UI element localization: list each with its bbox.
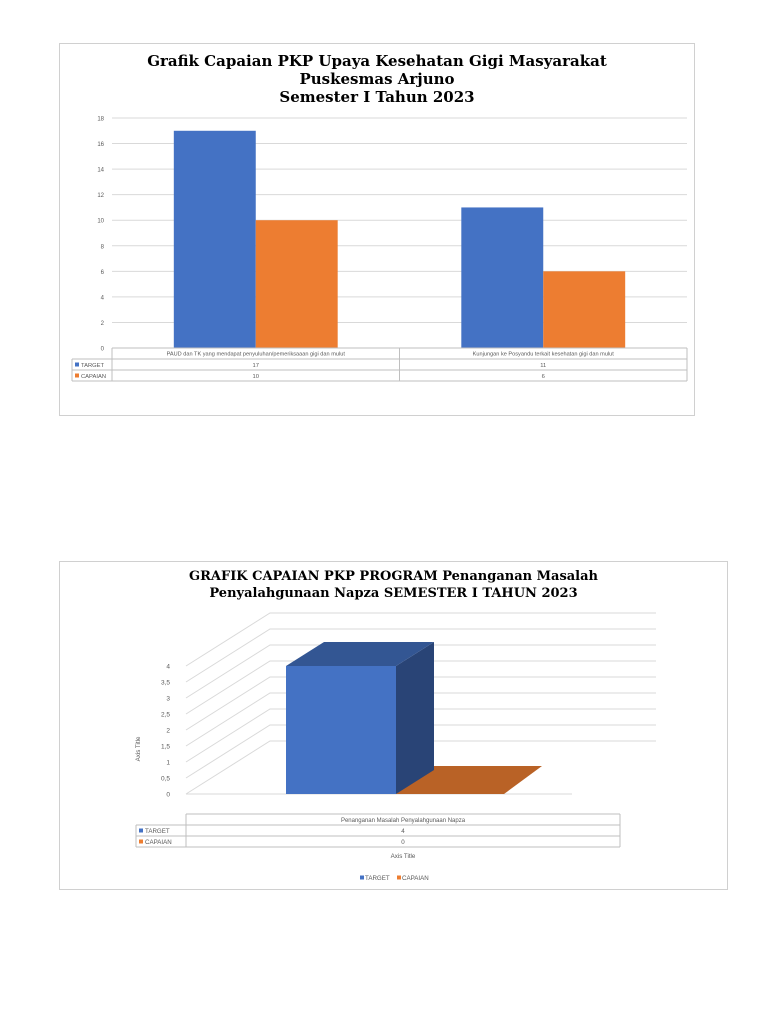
y-tick-label: 12 xyxy=(97,193,104,199)
gridline xyxy=(185,628,656,683)
chart-pkp-napza: GRAFIK CAPAIAN PKP PROGRAM Penanganan Ma… xyxy=(59,561,728,890)
table-value: 4 xyxy=(401,828,405,835)
y-tick-label: 0 xyxy=(166,792,170,799)
chart-title-line: Grafik Capaian PKP Upaya Kesehatan Gigi … xyxy=(147,52,607,70)
legend-label: TARGET xyxy=(365,875,390,882)
category-label: Kunjungan ke Posyandu terkait kesehatan … xyxy=(473,352,615,358)
table-value: 11 xyxy=(540,363,546,369)
chart-title-line: Semester I Tahun 2023 xyxy=(279,88,475,106)
category-label: PAUD dan TK yang mendapat penyuluhan/pem… xyxy=(167,352,346,358)
chart-title-line: Puskesmas Arjuno xyxy=(299,70,455,88)
bar-capaian xyxy=(543,271,626,348)
chart-pkp-gigi: Grafik Capaian PKP Upaya Kesehatan Gigi … xyxy=(59,43,695,416)
y-tick-label: 4 xyxy=(101,295,105,301)
y-tick-label: 6 xyxy=(101,270,105,276)
bar-target xyxy=(286,666,396,794)
chart-plot-area: 0 0,5 1 1,5 2 2,5 3 3,5 4 Penanganan Masalah Peny… xyxy=(135,612,656,882)
legend-key-target xyxy=(360,875,364,880)
series-label: TARGET xyxy=(145,828,170,835)
y-tick-label: 2 xyxy=(101,321,105,327)
chart-title: Grafik Capaian PKP Upaya Kesehatan Gigi … xyxy=(60,52,694,106)
gridline xyxy=(185,724,656,779)
series-label: CAPAIAN xyxy=(145,839,172,846)
y-tick-label: 1 xyxy=(166,760,170,767)
series-label: TARGET xyxy=(81,363,105,369)
y-tick-label: 0,5 xyxy=(161,776,170,783)
legend-key-capaian xyxy=(139,839,143,844)
table-value: 6 xyxy=(542,374,545,380)
bar-capaian xyxy=(255,220,338,348)
x-axis-title: Axis Title xyxy=(391,853,416,860)
legend-key-capaian xyxy=(397,875,401,880)
legend-key-target xyxy=(139,828,143,833)
gridline xyxy=(185,612,656,667)
legend-key-target xyxy=(75,362,79,367)
gridline xyxy=(185,692,656,747)
category-label: Penanganan Masalah Penyalahgunaan Napza xyxy=(341,818,466,824)
bar-target-top xyxy=(286,642,434,666)
bar-target-side xyxy=(396,642,434,794)
y-tick-label: 10 xyxy=(97,219,104,225)
chart-title-line: GRAFIK CAPAIAN PKP PROGRAM Penanganan Ma… xyxy=(189,569,598,584)
y-tick-label: 4 xyxy=(166,664,170,671)
y-tick-label: 2 xyxy=(166,728,170,735)
gridline xyxy=(185,740,656,795)
y-tick-label: 14 xyxy=(97,168,104,174)
table-value: 17 xyxy=(253,363,259,369)
chart-title: GRAFIK CAPAIAN PKP PROGRAM Penanganan Ma… xyxy=(60,568,727,602)
y-tick-label: 16 xyxy=(97,142,104,148)
y-tick-label: 1,5 xyxy=(161,744,170,751)
gridline xyxy=(185,676,656,731)
chart-title-line: Penyalahgunaan Napza SEMESTER I TAHUN 20… xyxy=(209,586,578,601)
y-tick-label: 3,5 xyxy=(161,680,170,687)
gridline xyxy=(185,644,656,699)
table-value: 10 xyxy=(253,374,259,380)
bar-capaian xyxy=(396,766,542,794)
y-tick-label: 18 xyxy=(97,117,104,123)
chart-plot-area: 0 2 4 6 8 10 12 14 16 18 PAUD dan TK yang mendapat… xyxy=(71,117,688,382)
gridline xyxy=(185,708,656,763)
y-tick-label: 2,5 xyxy=(161,712,170,719)
series-label: CAPAIAN xyxy=(81,374,106,380)
legend-key-capaian xyxy=(75,373,79,378)
gridline xyxy=(185,660,656,715)
y-axis-title: Axis Title xyxy=(135,736,142,761)
bar-target xyxy=(173,130,256,348)
legend-label: CAPAIAN xyxy=(402,875,429,882)
table-value: 0 xyxy=(401,839,405,846)
y-tick-label: 8 xyxy=(101,244,105,250)
bar-target xyxy=(461,207,544,348)
y-tick-label: 3 xyxy=(166,696,170,703)
y-tick-label: 0 xyxy=(101,347,105,353)
